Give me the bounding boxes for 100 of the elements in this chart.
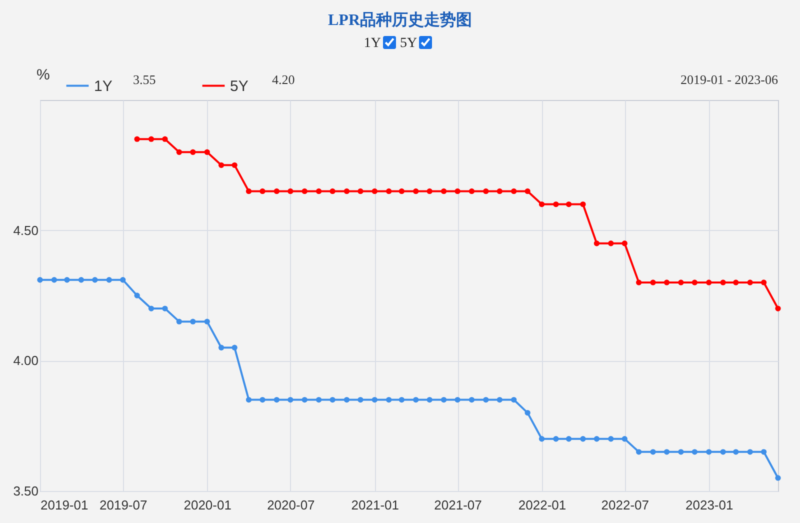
point xyxy=(330,396,336,403)
point xyxy=(720,449,726,455)
point xyxy=(260,396,266,403)
point xyxy=(190,149,196,155)
point xyxy=(330,188,336,194)
point xyxy=(524,410,530,416)
point xyxy=(720,280,726,286)
point xyxy=(747,449,753,455)
x-tick-label: 2022-01 xyxy=(518,498,566,512)
point xyxy=(454,188,460,194)
point xyxy=(678,280,684,286)
point xyxy=(566,201,572,208)
point xyxy=(692,280,698,286)
point xyxy=(288,396,294,403)
point xyxy=(566,436,572,442)
point xyxy=(37,277,43,283)
point xyxy=(288,188,294,194)
point xyxy=(733,449,739,455)
point xyxy=(274,188,280,194)
point xyxy=(594,436,600,442)
point xyxy=(162,136,168,142)
point xyxy=(608,436,614,442)
point xyxy=(496,396,502,403)
point xyxy=(636,280,642,286)
point xyxy=(706,449,712,455)
legend-label: 5Y xyxy=(230,78,248,95)
x-tick-label: 2019-07 xyxy=(100,498,148,512)
point xyxy=(747,280,753,286)
point xyxy=(413,188,419,194)
point xyxy=(246,188,252,194)
point xyxy=(636,449,642,455)
point xyxy=(51,277,58,283)
point xyxy=(64,277,70,283)
text: 1Y xyxy=(364,36,381,51)
y-tick-label: 3.50 xyxy=(13,484,38,498)
point xyxy=(426,396,432,403)
point xyxy=(760,280,767,286)
point xyxy=(246,396,252,403)
point xyxy=(413,396,419,403)
point xyxy=(511,396,517,403)
point xyxy=(358,188,364,194)
point xyxy=(706,280,712,286)
y-tick-label: 4.50 xyxy=(13,222,38,238)
point xyxy=(468,188,475,194)
x-tick-label: 2020-07 xyxy=(267,498,315,512)
point xyxy=(344,188,350,194)
x-tick-label: 2021-07 xyxy=(434,498,482,512)
point xyxy=(483,188,489,194)
point xyxy=(398,188,405,194)
point xyxy=(664,280,670,286)
point xyxy=(553,201,559,208)
point xyxy=(232,344,238,350)
point xyxy=(608,240,614,246)
point xyxy=(650,449,656,455)
point xyxy=(622,240,628,246)
point xyxy=(176,318,182,324)
point xyxy=(692,449,698,455)
point xyxy=(622,436,628,442)
point xyxy=(426,188,432,194)
point xyxy=(218,344,224,350)
point xyxy=(92,277,98,283)
point xyxy=(511,188,517,194)
point xyxy=(106,277,112,283)
point xyxy=(372,396,378,403)
point xyxy=(386,188,392,194)
point xyxy=(538,436,545,442)
point xyxy=(454,396,460,403)
chart-title: LPR品种历史走势图 xyxy=(327,10,473,31)
point xyxy=(274,396,280,403)
point xyxy=(134,136,140,142)
point xyxy=(398,396,405,403)
point xyxy=(440,188,447,194)
point xyxy=(316,396,322,403)
point xyxy=(190,318,196,324)
x-tick-label: 2019-01 xyxy=(40,498,88,512)
point xyxy=(204,149,210,155)
point xyxy=(580,201,586,208)
point xyxy=(302,188,308,194)
point xyxy=(775,475,781,481)
point xyxy=(594,240,600,246)
point xyxy=(232,162,238,168)
point xyxy=(316,188,322,194)
point xyxy=(524,188,530,194)
point xyxy=(483,396,489,403)
point xyxy=(176,149,182,155)
point xyxy=(553,436,559,442)
point xyxy=(496,188,502,194)
point xyxy=(78,277,84,283)
point xyxy=(650,280,656,286)
text: 4.20 xyxy=(272,72,295,88)
point xyxy=(148,306,154,312)
point xyxy=(386,396,392,403)
point xyxy=(372,188,378,194)
point xyxy=(538,201,545,208)
point xyxy=(733,280,739,286)
x-tick-label: 2020-01 xyxy=(184,498,232,512)
point xyxy=(302,396,308,403)
point xyxy=(134,292,140,298)
point xyxy=(580,436,586,442)
point xyxy=(162,306,168,312)
